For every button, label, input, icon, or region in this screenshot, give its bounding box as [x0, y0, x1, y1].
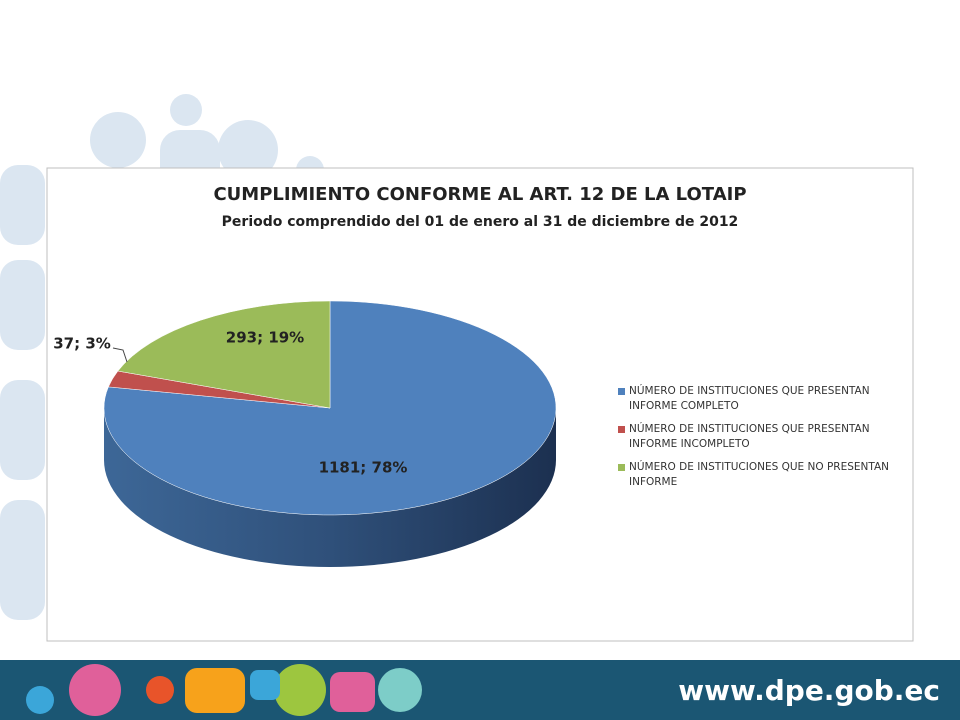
pie-slice-side — [104, 408, 556, 567]
pie — [103, 300, 557, 567]
pie-slice — [117, 300, 331, 409]
footer-url: www.dpe.gob.ec — [678, 674, 940, 707]
legend-item: NÚMERO DE INSTITUCIONES QUE PRESENTAN IN… — [618, 384, 908, 414]
legend-label: NÚMERO DE INSTITUCIONES QUE NO PRESENTAN… — [629, 461, 890, 488]
legend-item: NÚMERO DE INSTITUCIONES QUE PRESENTAN IN… — [618, 422, 908, 452]
data-label: 293; 19% — [226, 329, 304, 347]
footer-decoration — [26, 664, 422, 716]
legend-swatch — [618, 426, 625, 433]
chart-subtitle: Periodo comprendido del 01 de enero al 3… — [222, 214, 739, 230]
legend-swatch — [618, 464, 625, 471]
legend: NÚMERO DE INSTITUCIONES QUE PRESENTAN IN… — [618, 384, 908, 498]
legend-label: NÚMERO DE INSTITUCIONES QUE PRESENTAN IN… — [629, 385, 870, 412]
leader-line — [112, 347, 128, 363]
data-label: 1181; 78% — [319, 459, 408, 477]
chart-title: CUMPLIMIENTO CONFORME AL ART. 12 DE LA L… — [213, 184, 746, 205]
legend-swatch — [618, 388, 625, 395]
legend-item: NÚMERO DE INSTITUCIONES QUE NO PRESENTAN… — [618, 460, 908, 490]
legend-label: NÚMERO DE INSTITUCIONES QUE PRESENTAN IN… — [629, 423, 870, 450]
data-label: 37; 3% — [53, 335, 111, 353]
